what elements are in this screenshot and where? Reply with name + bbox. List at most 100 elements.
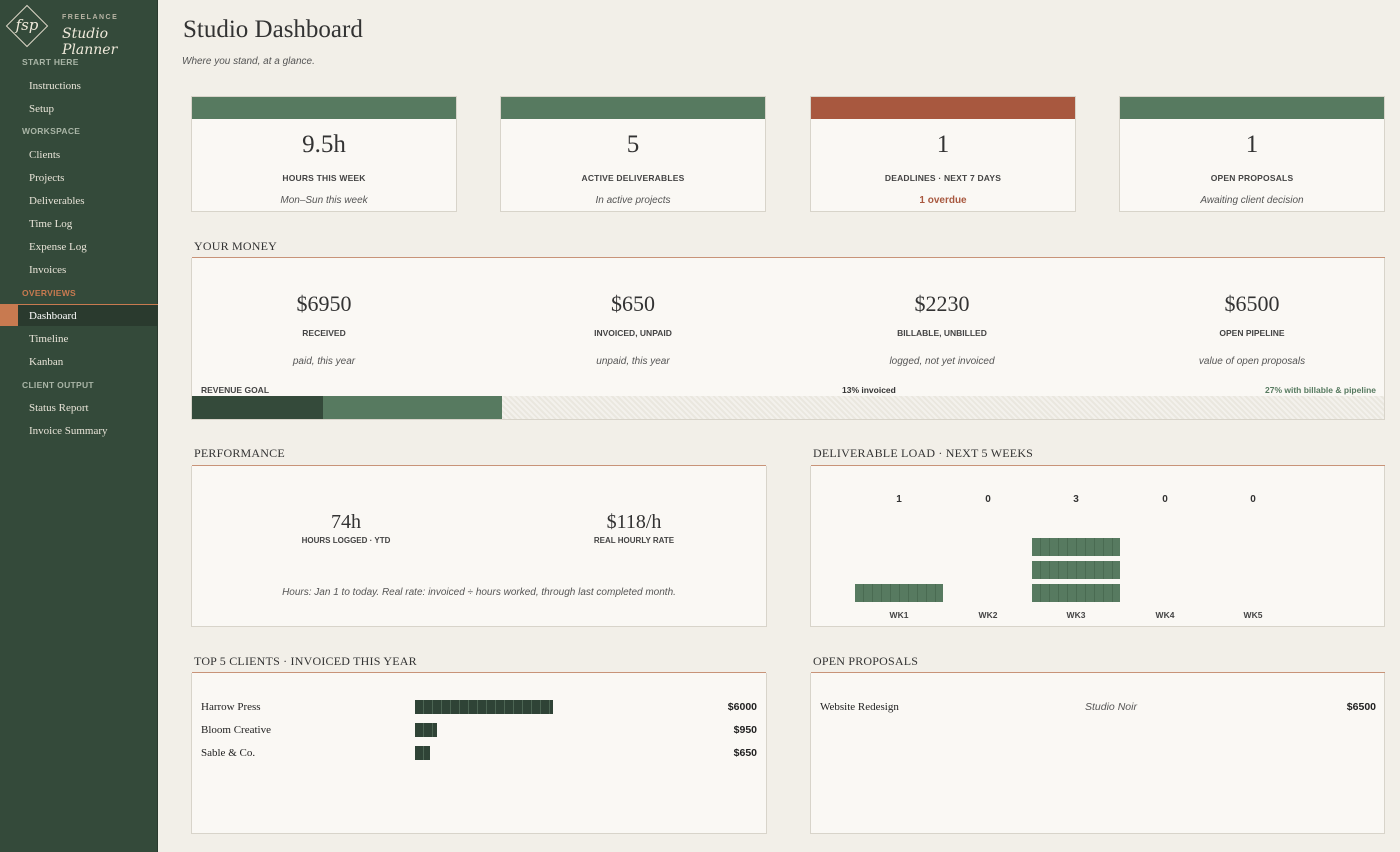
performance-note: Hours: Jan 1 to today. Real rate: invoic… bbox=[282, 587, 676, 598]
kpi-value: 1 bbox=[936, 131, 950, 158]
hourly-rate-value: $118/h bbox=[606, 511, 662, 533]
money-unbilled-note: logged, not yet invoiced bbox=[889, 356, 995, 367]
nav-item-expense-log[interactable]: Expense Log bbox=[29, 241, 87, 253]
performance-section-rule bbox=[192, 465, 766, 466]
money-unpaid-note: unpaid, this year bbox=[596, 356, 670, 367]
nav-section-overviews: OVERVIEWS bbox=[22, 288, 77, 298]
clients-section-title: TOP 5 CLIENTS · INVOICED THIS YEAR bbox=[194, 654, 417, 668]
proposal-name[interactable]: Website Redesign bbox=[820, 701, 899, 713]
proposals-section-rule bbox=[811, 672, 1385, 673]
nav-item-deliverables[interactable]: Deliverables bbox=[29, 195, 85, 207]
hours-logged-value: 74h bbox=[331, 511, 361, 533]
kpi-value: 1 bbox=[1245, 131, 1259, 158]
money-received-value: $6950 bbox=[296, 291, 352, 316]
load-count-wk4: 0 bbox=[1162, 494, 1168, 505]
load-week-label: WK4 bbox=[1155, 610, 1175, 620]
brand-name: Studio Planner bbox=[62, 26, 118, 58]
page-subtitle: Where you stand, at a glance. bbox=[182, 56, 315, 67]
proposal-client: Studio Noir bbox=[1085, 701, 1137, 713]
performance-section-title: PERFORMANCE bbox=[194, 446, 285, 460]
brand-tagline: FREELANCE bbox=[62, 14, 119, 21]
kpi-card-hours: 9.5h HOURS THIS WEEK Mon–Sun this week bbox=[191, 96, 457, 212]
nav-item-instructions[interactable]: Instructions bbox=[29, 80, 81, 92]
client-bar bbox=[415, 746, 430, 760]
nav-section-client-output: CLIENT OUTPUT bbox=[22, 380, 94, 390]
nav-item-kanban[interactable]: Kanban bbox=[29, 356, 64, 368]
kpi-value: 5 bbox=[626, 131, 640, 158]
load-count-wk2: 0 bbox=[985, 494, 991, 505]
client-bar bbox=[415, 723, 437, 737]
load-count-wk3: 3 bbox=[1073, 494, 1079, 505]
nav-item-status-report[interactable]: Status Report bbox=[29, 402, 89, 414]
kpi-bar-alert bbox=[811, 97, 1075, 119]
money-unpaid-value: $650 bbox=[611, 291, 655, 316]
kpi-label: DEADLINES · NEXT 7 DAYS bbox=[884, 173, 1002, 183]
nav-item-time-log[interactable]: Time Log bbox=[29, 218, 73, 230]
load-week-label: WK1 bbox=[889, 610, 909, 620]
revenue-goal-progress-bar bbox=[192, 396, 1384, 419]
nav-item-dashboard[interactable]: Dashboard bbox=[29, 310, 77, 322]
client-name[interactable]: Harrow Press bbox=[201, 701, 261, 713]
money-section-title: YOUR MONEY bbox=[194, 239, 277, 253]
logo-text: fsp bbox=[15, 16, 39, 34]
nav-item-invoice-summary[interactable]: Invoice Summary bbox=[29, 425, 108, 437]
money-received-label: RECEIVED bbox=[302, 328, 346, 338]
load-section-title: DELIVERABLE LOAD · NEXT 5 WEEKS bbox=[813, 446, 1034, 460]
client-amount: $6000 bbox=[727, 701, 757, 713]
kpi-card-proposals: 1 OPEN PROPOSALS Awaiting client decisio… bbox=[1119, 96, 1385, 212]
kpi-bar bbox=[1120, 97, 1384, 119]
nav-item-projects[interactable]: Projects bbox=[29, 172, 65, 184]
nav-item-timeline[interactable]: Timeline bbox=[29, 333, 69, 345]
load-count-wk5: 0 bbox=[1250, 494, 1256, 505]
kpi-value: 9.5h bbox=[302, 131, 346, 158]
money-panel bbox=[191, 258, 1385, 420]
money-unbilled-value: $2230 bbox=[914, 291, 970, 316]
sidebar: fsp FREELANCE Studio Planner START HERE … bbox=[0, 0, 158, 852]
load-section-rule bbox=[811, 465, 1385, 466]
kpi-note-overdue: 1 overdue bbox=[919, 195, 967, 206]
money-pipeline-label: OPEN PIPELINE bbox=[1219, 328, 1285, 338]
nav-item-clients[interactable]: Clients bbox=[29, 149, 61, 161]
revenue-goal-invoiced-pct: 13% invoiced bbox=[842, 385, 896, 395]
client-bar bbox=[415, 700, 553, 714]
money-unpaid-label: INVOICED, UNPAID bbox=[594, 328, 672, 338]
page-title: Studio Dashboard bbox=[183, 16, 363, 43]
client-amount: $950 bbox=[733, 724, 757, 736]
revenue-goal-pipeline-pct: 27% with billable & pipeline bbox=[1265, 385, 1376, 395]
client-name[interactable]: Bloom Creative bbox=[201, 724, 271, 736]
kpi-bar bbox=[192, 97, 456, 119]
load-week-label: WK3 bbox=[1066, 610, 1086, 620]
proposal-amount: $6500 bbox=[1346, 701, 1376, 713]
load-count-wk1: 1 bbox=[896, 494, 902, 505]
kpi-card-deadlines: 1 DEADLINES · NEXT 7 DAYS 1 overdue bbox=[810, 96, 1076, 212]
logo[interactable]: fsp bbox=[5, 4, 49, 48]
load-block bbox=[1032, 538, 1120, 556]
kpi-note: In active projects bbox=[595, 195, 671, 206]
kpi-label: ACTIVE DELIVERABLES bbox=[581, 173, 685, 183]
nav-item-setup[interactable]: Setup bbox=[29, 103, 55, 115]
kpi-note: Awaiting client decision bbox=[1200, 195, 1304, 206]
kpi-label: OPEN PROPOSALS bbox=[1210, 173, 1294, 183]
money-received-note: paid, this year bbox=[292, 356, 356, 367]
nav-item-invoices[interactable]: Invoices bbox=[29, 264, 67, 276]
clients-panel bbox=[191, 673, 767, 834]
proposals-section-title: OPEN PROPOSALS bbox=[813, 654, 919, 668]
kpi-bar bbox=[501, 97, 765, 119]
load-block bbox=[1032, 561, 1120, 579]
money-section-rule bbox=[192, 257, 1385, 258]
revenue-goal-invoiced-fill bbox=[192, 396, 323, 419]
client-name[interactable]: Sable & Co. bbox=[201, 747, 256, 759]
hourly-rate-label: REAL HOURLY RATE bbox=[593, 536, 675, 545]
kpi-label: HOURS THIS WEEK bbox=[282, 173, 366, 183]
nav-active-marker bbox=[0, 304, 18, 326]
money-pipeline-value: $6500 bbox=[1224, 291, 1280, 316]
load-block bbox=[1032, 584, 1120, 602]
nav-section-workspace: WORKSPACE bbox=[22, 126, 81, 136]
kpi-note: Mon–Sun this week bbox=[280, 195, 368, 206]
load-week-label: WK5 bbox=[1243, 610, 1263, 620]
proposals-panel bbox=[810, 673, 1385, 834]
client-amount: $650 bbox=[733, 747, 757, 759]
hours-logged-label: HOURS LOGGED · YTD bbox=[301, 536, 391, 545]
revenue-goal-label: REVENUE GOAL bbox=[201, 385, 270, 395]
performance-panel bbox=[191, 466, 767, 627]
